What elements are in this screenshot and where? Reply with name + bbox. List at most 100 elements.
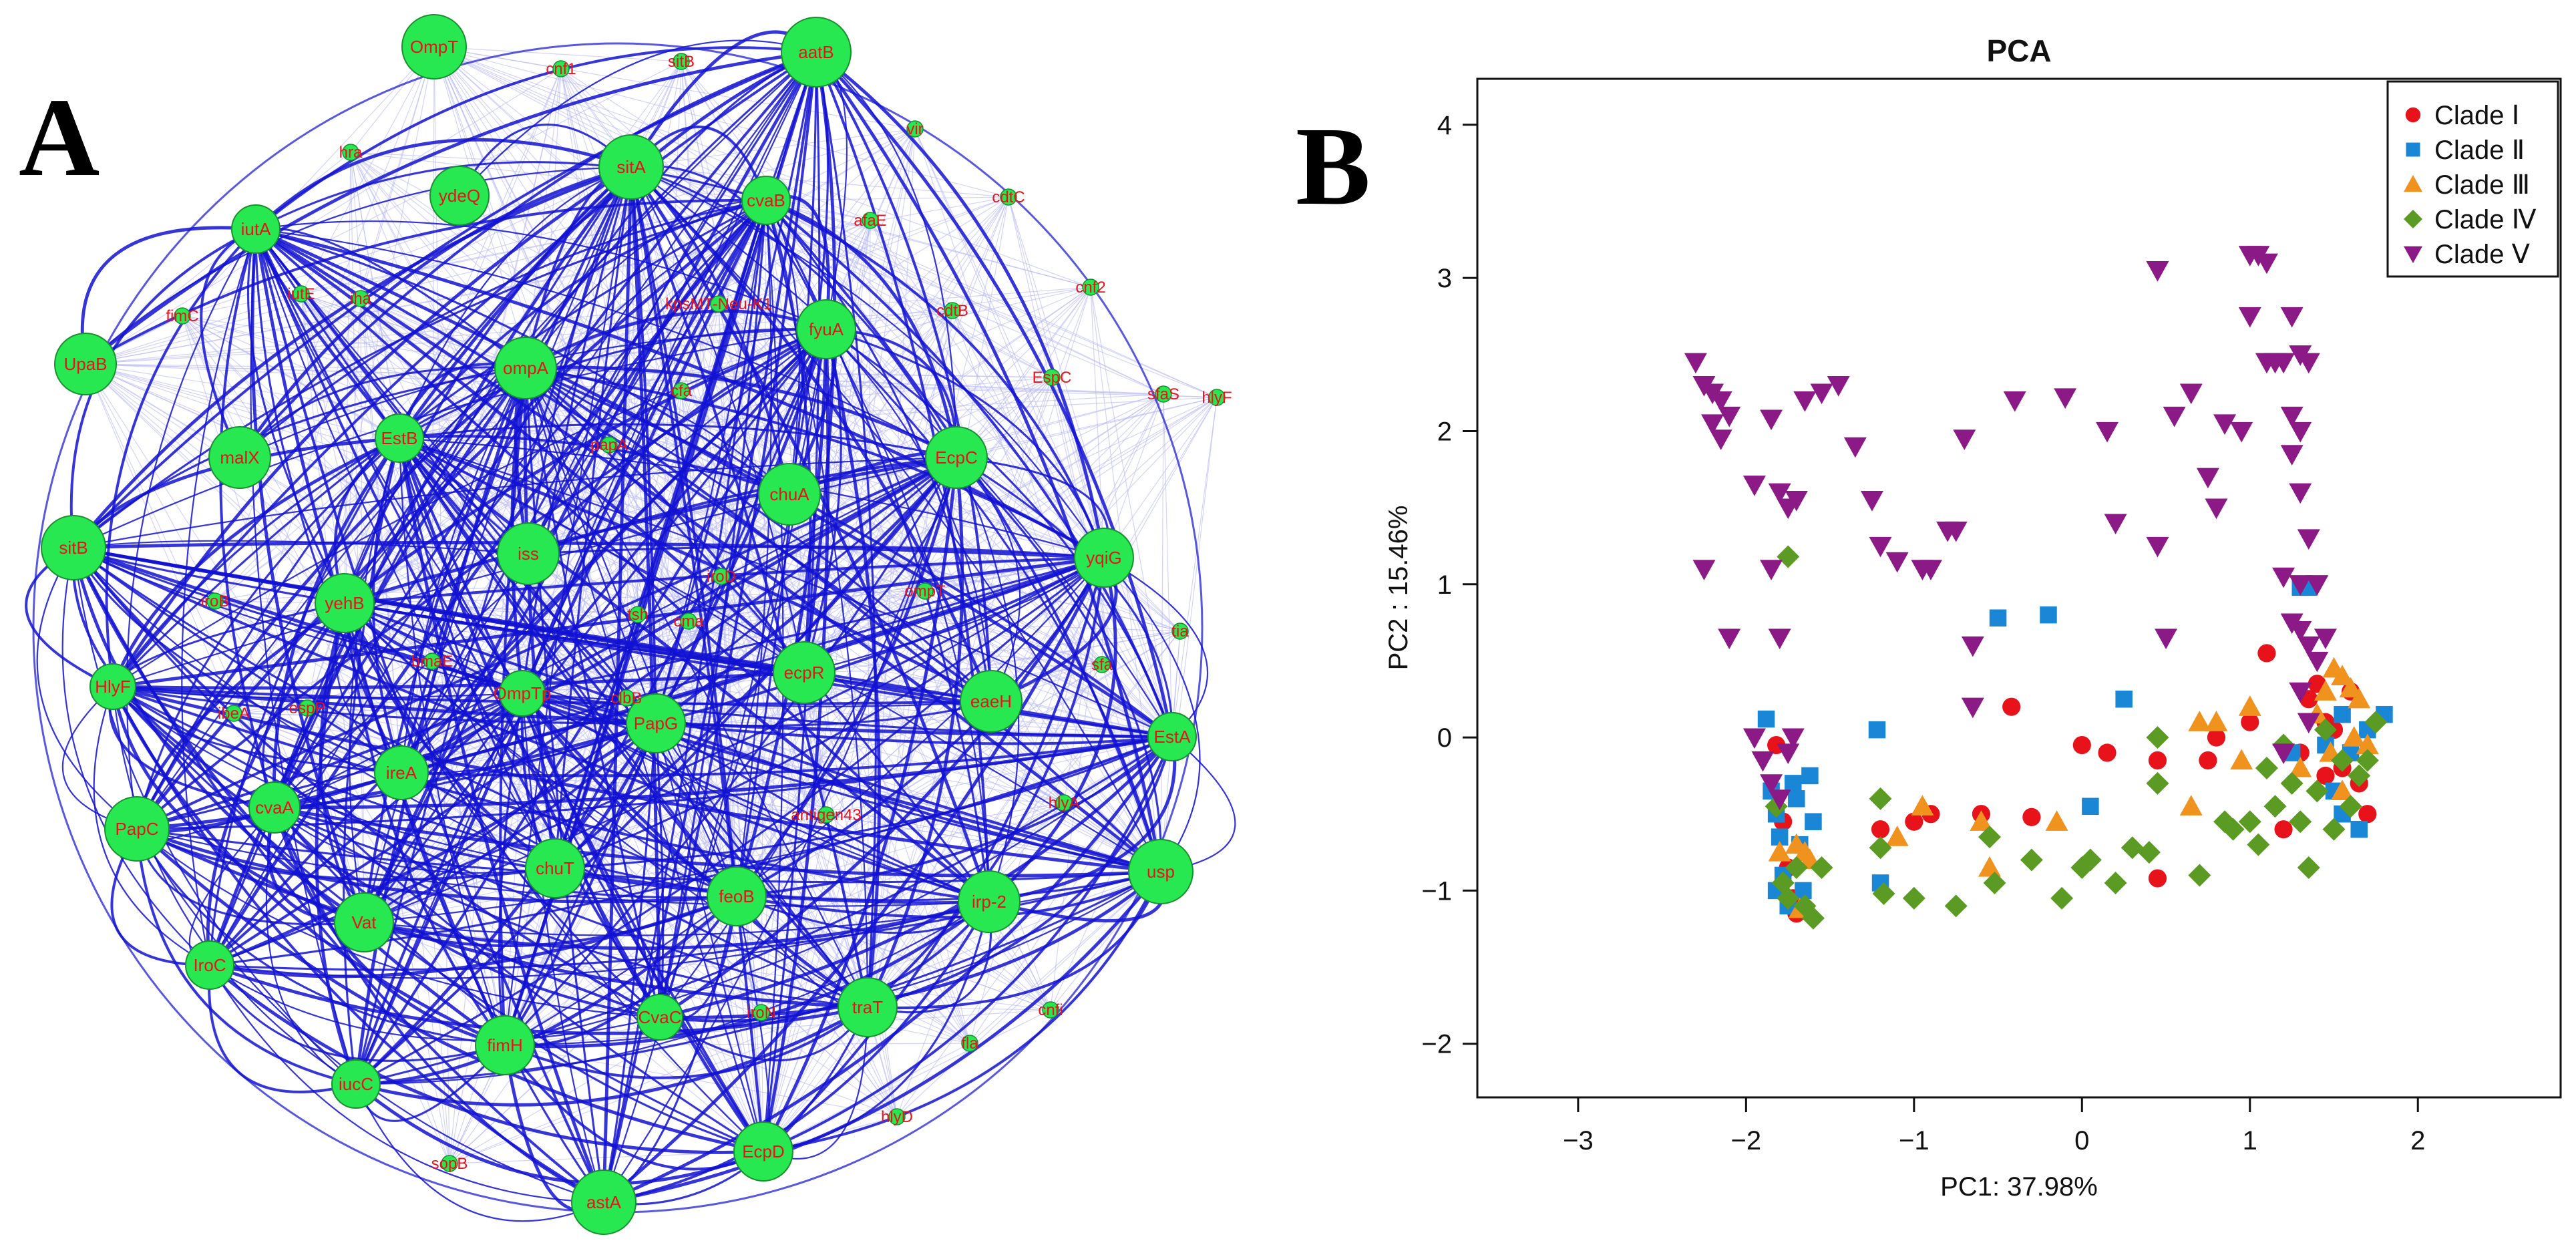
data-point <box>1709 391 1732 412</box>
data-point <box>1701 414 1724 435</box>
network-small-node-circle <box>352 290 369 307</box>
plot-frame <box>1476 77 2562 1099</box>
network-node-label: sitB <box>59 538 87 558</box>
network-small-node-label: cma <box>673 612 704 631</box>
data-point <box>2331 779 2354 800</box>
network-small-node-label: hlyD <box>881 1108 913 1126</box>
data-point <box>2297 529 2320 550</box>
network-small-node: sopB <box>431 1155 468 1173</box>
network-node-label: IroC <box>193 955 226 975</box>
y-tick-label: 4 <box>1437 111 1452 140</box>
data-point <box>1777 886 1800 910</box>
data-point <box>2280 445 2304 466</box>
network-node-circle <box>781 17 852 87</box>
network-node: fimH <box>475 1015 535 1075</box>
data-point <box>1785 856 1808 880</box>
network-small-node-label: hlyF <box>1202 389 1232 407</box>
data-point <box>2096 421 2119 443</box>
network-node-circle <box>497 522 560 585</box>
data-point <box>2272 353 2295 374</box>
network-small-node-label: EspC <box>1033 369 1072 387</box>
network-node-label: fyuA <box>809 319 844 339</box>
network-small-node-circle <box>1155 385 1172 403</box>
data-point <box>1777 743 1800 765</box>
data-point <box>2163 406 2186 427</box>
network-small-node: sfaS <box>1147 385 1179 403</box>
data-point <box>1810 383 1833 405</box>
data-point <box>2255 253 2278 275</box>
network-node-circle <box>958 870 1021 933</box>
data-point <box>1871 820 1890 839</box>
network-small-node: papA <box>590 436 628 454</box>
legend-label: Clade Ⅲ <box>2434 170 2530 200</box>
network-node-label: UpaB <box>63 354 107 374</box>
network-small-node-label: kpsMT-Neu-K1 <box>665 295 772 313</box>
network-small-node: iutE <box>287 285 315 303</box>
network-node-circle <box>1147 712 1197 761</box>
data-point <box>2255 756 2278 779</box>
network-node-label: feoB <box>719 886 755 906</box>
network-node-label: yqiG <box>1086 548 1121 568</box>
network-node-label: chuT <box>536 858 574 878</box>
data-point <box>2348 764 2371 787</box>
network-small-node-label: tia <box>1171 622 1189 641</box>
legend-label: Clade Ⅱ <box>2434 136 2525 165</box>
network-small-node: afaE <box>854 212 886 230</box>
network-node-label: irp-2 <box>972 892 1006 912</box>
network-small-node: cdtB <box>936 302 968 320</box>
network-node: PapC <box>104 796 170 862</box>
network-node-circle <box>1074 528 1134 588</box>
network-node-circle <box>104 796 170 862</box>
network-small-node: kpsMT-Neu-K1 <box>665 295 772 313</box>
network-small-node-circle <box>916 582 934 600</box>
data-point <box>2331 749 2354 772</box>
network-node: EcpD <box>733 1121 793 1182</box>
chart-title: PCA <box>1986 33 2051 68</box>
x-tick-label: 2 <box>2410 1126 2425 1155</box>
network-small-node-label: iroD <box>707 568 736 586</box>
data-point <box>2289 756 2312 777</box>
data-point <box>2334 705 2351 723</box>
network-node: eaeH <box>960 670 1023 733</box>
network-node: usp <box>1128 839 1193 904</box>
network-small-node-label: iroB <box>201 592 230 610</box>
data-point <box>1885 826 1909 846</box>
network-node: PapG <box>626 693 686 753</box>
data-point <box>2179 383 2203 405</box>
network-small-node-label: cdtC <box>992 188 1025 206</box>
data-point <box>1760 409 1783 431</box>
network-node: cvaA <box>248 781 301 834</box>
network-node: ydeQ <box>429 166 490 226</box>
data-point <box>1768 789 1791 810</box>
data-point <box>2289 682 2312 703</box>
network-node-label: OmpT <box>410 37 458 57</box>
network-small-node-label: vir <box>906 120 923 138</box>
network-node-circle <box>758 463 821 526</box>
network-small-node: tsh <box>627 606 649 624</box>
network-node: feoB <box>707 866 767 926</box>
y-tick-label: 1 <box>1437 570 1452 600</box>
data-point <box>1718 628 1741 650</box>
network-node-label: EcpC <box>935 447 978 468</box>
network-node-circle <box>733 1121 793 1182</box>
data-point <box>1885 552 1909 573</box>
network-node: sitA <box>598 134 664 200</box>
network-small-node: hlyA <box>1049 794 1080 812</box>
data-point <box>2022 807 2041 826</box>
network-small-node-circle <box>441 1155 458 1172</box>
data-point <box>1785 775 1802 792</box>
network-node-circle <box>626 693 686 753</box>
network-small-node: antigen43 <box>791 806 861 824</box>
data-point <box>2098 743 2117 762</box>
data-point <box>2314 718 2337 741</box>
data-point <box>2280 307 2304 328</box>
network-node-label: cvaA <box>255 797 294 818</box>
data-point <box>1768 628 1791 650</box>
data-point <box>2196 468 2219 489</box>
network-node-label: chuA <box>769 484 809 504</box>
data-point <box>2331 665 2354 685</box>
data-point <box>2316 766 2335 785</box>
network-small-node: cdtC <box>992 188 1025 206</box>
data-point <box>2297 856 2320 880</box>
data-point <box>1751 751 1775 772</box>
